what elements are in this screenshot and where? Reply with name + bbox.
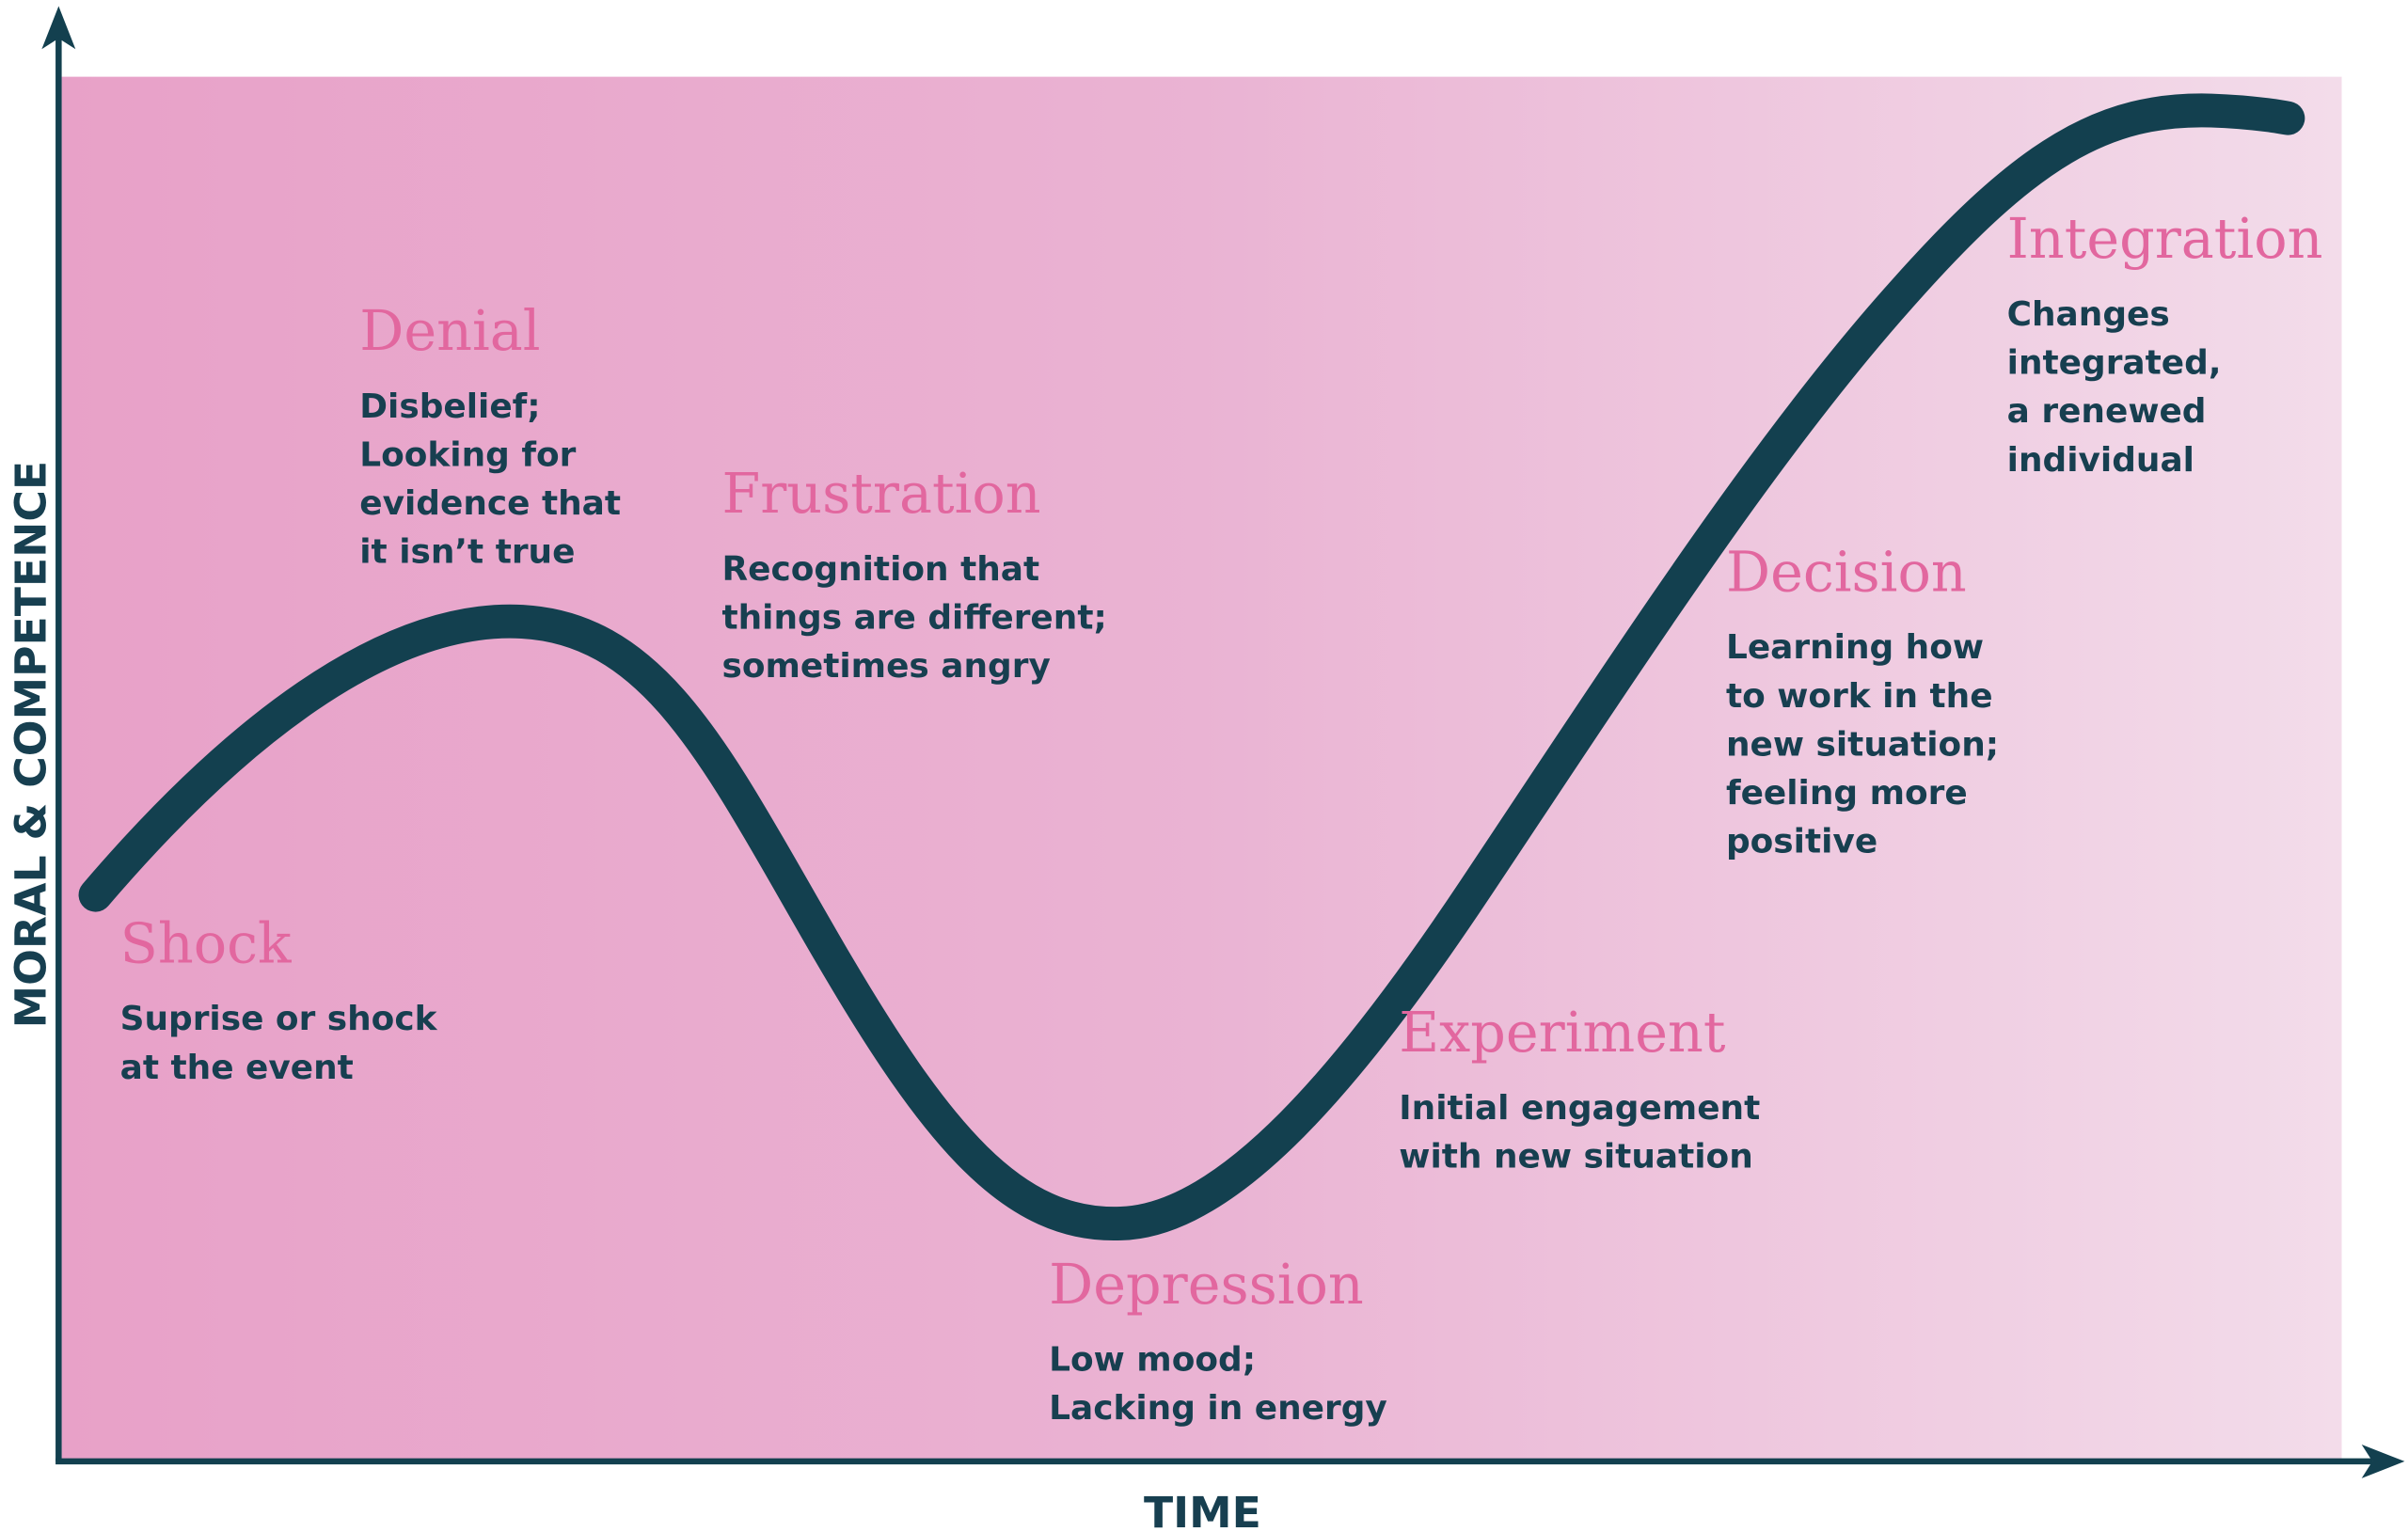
stage-description: sometimes angry [721, 647, 1050, 686]
stage-description: with new situation [1399, 1138, 1752, 1177]
x-axis-label: TIME [1144, 1488, 1261, 1532]
stages: Shock Suprise or shock at the event Denial D… [120, 206, 2323, 1428]
y-axis-label: MORAL & COMPETENCE [7, 461, 56, 1029]
stage-description: Learning how [1726, 628, 1984, 667]
change-curve [78, 93, 2305, 1240]
stage-description: Changes [2007, 295, 2170, 334]
stage-title: Denial [359, 298, 540, 363]
stage-description: Low mood; [1049, 1341, 1256, 1380]
stage-description: positive [1726, 823, 1877, 861]
stage-description: a renewed [2007, 392, 2207, 431]
stage-description: Recognition that [721, 550, 1039, 589]
y-axis-arrow [41, 6, 76, 50]
stage-description: Looking for [359, 436, 576, 475]
stage-description: to work in the [1726, 677, 1993, 716]
stage-description: Disbelief; [359, 387, 540, 426]
stage-description: evidence that [359, 484, 621, 523]
stage-description: Lacking in energy [1049, 1389, 1387, 1428]
stage-description: integrated, [2007, 344, 2222, 383]
stage-description: at the event [120, 1049, 354, 1087]
stage-title: Experiment [1399, 1000, 1726, 1065]
stage-title: Integration [2007, 206, 2323, 271]
x-axis-arrow [2361, 1444, 2405, 1478]
stage-description: individual [2007, 441, 2194, 480]
stage-title: Decision [1726, 539, 1967, 604]
stage-description: feeling more [1726, 774, 1968, 813]
stage-description: Suprise or shock [120, 1000, 438, 1038]
stage-description: Initial engagement [1399, 1089, 1760, 1128]
stage-description: it isn’t true [359, 533, 575, 572]
stage-description: things are different; [721, 599, 1106, 638]
plot-background [61, 76, 2342, 1461]
stage-title: Shock [120, 910, 292, 975]
stage-description: new situation; [1726, 725, 1999, 764]
stage-title: Frustration [721, 461, 1040, 526]
stage-title: Depression [1049, 1252, 1364, 1317]
